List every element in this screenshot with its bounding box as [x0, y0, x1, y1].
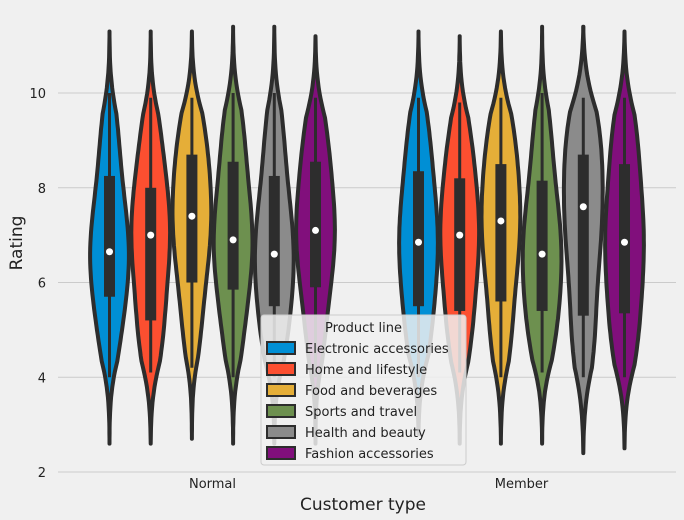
violin-median — [188, 212, 196, 220]
y-tick-label: 4 — [38, 371, 46, 386]
violin-iqr-box — [454, 178, 466, 311]
y-tick-label: 10 — [29, 87, 46, 102]
violin-median — [106, 248, 113, 256]
legend-swatch — [266, 404, 296, 418]
legend-entry: Electronic accessories — [305, 342, 449, 357]
x-axis-ticks: Normal Member — [189, 477, 549, 492]
violin-iqr-box — [619, 164, 630, 314]
violin-iqr-box — [104, 175, 115, 297]
legend-swatch — [266, 341, 296, 355]
violin-median — [579, 203, 587, 211]
violin-median — [456, 231, 464, 239]
violin-median — [621, 238, 628, 246]
legend-swatch — [266, 362, 296, 376]
legend-entry: Sports and travel — [305, 405, 417, 420]
y-axis-ticks: 2 4 6 8 10 — [29, 87, 46, 481]
legend-box — [260, 314, 467, 466]
legend-entry: Health and beauty — [305, 426, 426, 441]
violin-median — [312, 226, 319, 234]
violin-iqr-box — [145, 187, 157, 321]
legend-entry: Home and lifestyle — [305, 363, 427, 378]
y-tick-label: 2 — [38, 466, 46, 481]
violin-iqr-box — [413, 171, 424, 307]
legend-swatch — [266, 383, 296, 397]
y-axis-label: Rating — [7, 216, 27, 271]
violin-iqr-box — [536, 180, 548, 311]
violin-median — [147, 231, 155, 239]
legend: Product line Electronic accessories Home a… — [260, 314, 467, 466]
x-axis-label: Customer type — [300, 495, 426, 515]
x-tick-label: Member — [495, 477, 549, 492]
violin-median — [229, 236, 237, 244]
legend-title: Product line — [325, 321, 402, 336]
violin-median — [270, 250, 278, 258]
violin-iqr-box — [310, 161, 321, 288]
legend-entry: Fashion accessories — [305, 447, 434, 462]
violin-median — [415, 238, 422, 246]
violin-iqr-box — [227, 161, 239, 290]
violin-iqr-box — [495, 164, 507, 302]
legend-swatch — [266, 425, 296, 439]
violin-iqr-box — [577, 154, 589, 316]
legend-swatch — [266, 446, 296, 460]
legend-entry: Food and beverages — [305, 384, 437, 399]
y-tick-label: 8 — [38, 182, 46, 197]
y-tick-label: 6 — [38, 277, 46, 292]
violin-median — [538, 250, 546, 258]
violin-iqr-box — [268, 175, 280, 307]
x-tick-label: Normal — [189, 477, 236, 492]
violin-median — [497, 217, 505, 225]
